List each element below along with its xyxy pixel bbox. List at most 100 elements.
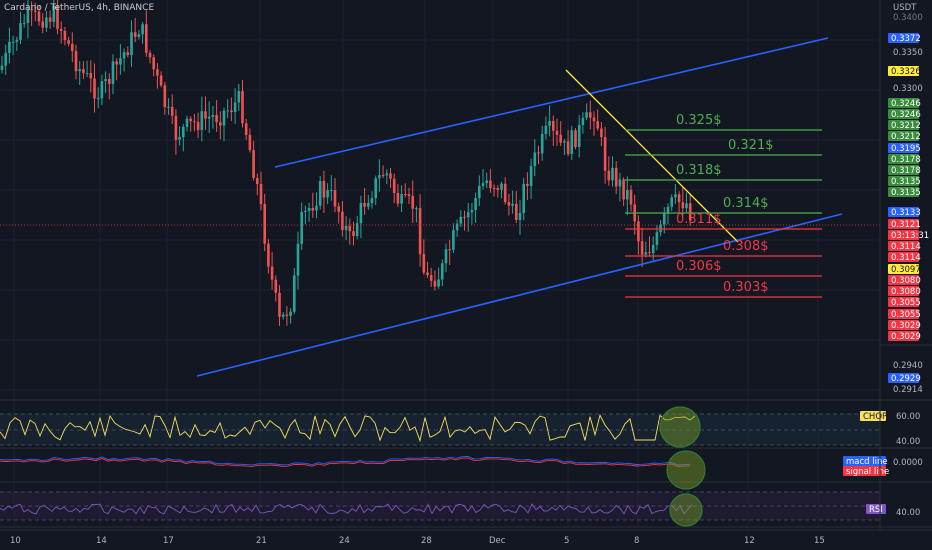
candle-body (626, 190, 629, 200)
price-tag-bg (888, 275, 919, 285)
candle-body (429, 274, 433, 281)
candle-body (640, 241, 644, 255)
candle-body (0, 65, 4, 70)
candle-body (526, 183, 529, 187)
candle-body (137, 34, 141, 37)
candle-body (304, 210, 307, 213)
chop-label: CHOP (863, 412, 887, 422)
time-tick: 12 (744, 536, 755, 546)
candle-body (219, 122, 222, 126)
time-tick: Dec (489, 536, 506, 546)
candle-body (318, 181, 322, 206)
time-tick: 21 (256, 536, 267, 546)
candle-body (45, 17, 48, 28)
candle-body (300, 212, 303, 244)
level-label: 0.325$ (676, 113, 722, 128)
price-tag: 0.3080 (891, 287, 921, 297)
chop-band (0, 414, 880, 445)
price-tag: 0.3135 (891, 188, 921, 198)
candle-body (289, 311, 292, 316)
candle-body (370, 198, 374, 204)
candle-body (15, 39, 19, 42)
candle-body (108, 78, 111, 84)
candle-body (463, 216, 466, 218)
candle-body (663, 212, 666, 225)
candle-body (241, 91, 244, 124)
candle-body (274, 279, 278, 293)
candle-body (466, 212, 470, 218)
candle-body (322, 181, 326, 198)
price-tag-bg (888, 66, 919, 76)
candle-body (204, 111, 207, 119)
candle-body (470, 209, 474, 213)
chop-line (0, 414, 696, 443)
candle-body (629, 190, 633, 205)
candle-body (122, 52, 126, 59)
candle-body (59, 28, 63, 31)
candle-body (355, 223, 359, 237)
candle-body (315, 205, 318, 211)
price-tag-bg (888, 219, 919, 229)
candle-body (544, 125, 548, 135)
level-lines: 0.325$0.321$0.318$0.314$0.311$0.308$0.30… (625, 113, 822, 298)
candle-body (396, 192, 400, 204)
candle-body (485, 180, 488, 184)
candle-body (119, 58, 122, 65)
candle-body (685, 203, 688, 209)
candle-body (622, 179, 625, 200)
candle-body (511, 203, 514, 206)
candle-body (152, 57, 155, 70)
time-tick: 14 (96, 536, 107, 546)
price-tick: 0.2940 (893, 361, 923, 371)
channel-lower-line[interactable] (196, 213, 843, 377)
price-tag-bg (888, 230, 919, 240)
price-tag: 0.3080 (891, 276, 921, 286)
rsi-label: RSI (869, 505, 883, 515)
price-tag-bg (888, 241, 919, 251)
highlight-circle (669, 493, 703, 527)
price-tag: 0.3121 (891, 220, 921, 230)
price-tag-bg (888, 154, 919, 164)
price-tag: 0.3195 (891, 144, 921, 154)
candle-body (688, 203, 692, 221)
candle-body (529, 166, 533, 187)
candle-body (170, 106, 174, 116)
candle-body (200, 111, 204, 131)
candle-body (492, 187, 496, 189)
candle-body (474, 198, 477, 210)
candle-body (196, 122, 200, 131)
currency-label: USDT (893, 3, 917, 13)
candle-body (603, 137, 607, 171)
symbol-name[interactable]: Cardano / TetherUS (4, 3, 91, 13)
candle-body (263, 204, 266, 244)
candle-body (159, 75, 163, 86)
candle-body (518, 212, 522, 220)
time-tick: 10 (10, 536, 21, 546)
channel-upper-line[interactable] (274, 37, 829, 168)
candle-body (71, 43, 74, 52)
chop-tick: 40.00 (896, 437, 920, 447)
candle-body (256, 178, 259, 185)
candle-body (478, 186, 481, 199)
time-tick: 5 (564, 536, 569, 546)
candle-body (400, 194, 403, 204)
candle-body (130, 32, 133, 56)
candle-body (63, 30, 67, 41)
macd-line (0, 456, 691, 466)
price-tag-bg (888, 320, 919, 330)
candle-body (651, 244, 655, 254)
candle-body (233, 102, 237, 112)
candle-body (589, 112, 592, 118)
interval[interactable]: 4h (96, 3, 108, 13)
candle-body (437, 279, 440, 287)
rsi-label-bg (866, 504, 886, 514)
price-tag-bg (888, 373, 919, 383)
candle-body (82, 69, 85, 74)
exchange: BINANCE (113, 3, 155, 13)
price-tag: 0.3178 (891, 155, 921, 165)
candle-body (363, 203, 366, 207)
candle-body (167, 106, 170, 108)
candle-body (500, 183, 503, 190)
